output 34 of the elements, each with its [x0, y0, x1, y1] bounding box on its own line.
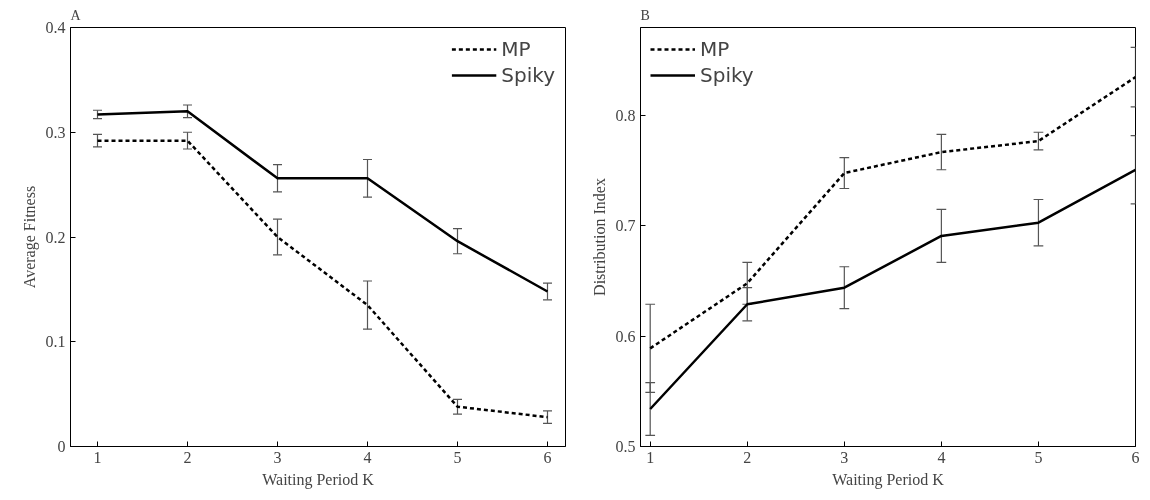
x-axis-title: Waiting Period K: [262, 470, 375, 489]
y-tick-label: 0.8: [615, 107, 636, 125]
x-tick-label: 6: [1131, 448, 1140, 466]
y-axis-title: Average Fitness: [20, 185, 39, 289]
legend-label: MP: [700, 37, 730, 61]
x-tick-label: 5: [453, 448, 462, 466]
x-tick-label: 4: [937, 448, 946, 466]
legend-label: Spiky: [700, 63, 754, 87]
y-tick-label: 0.1: [45, 333, 66, 351]
x-tick-label: 6: [543, 448, 552, 466]
y-tick-label: 0.3: [45, 123, 66, 141]
chart-title: A: [70, 7, 82, 23]
line-series: [96, 110, 549, 293]
line-series: [648, 168, 1136, 411]
y-tick-label: 0.4: [45, 19, 66, 36]
y-axis-title: Distribution Index: [590, 178, 608, 296]
x-tick-label: 3: [840, 448, 849, 466]
x-tick-label: 1: [93, 448, 102, 466]
x-tick-label: 5: [1034, 448, 1043, 466]
y-tick-label: 0: [57, 438, 66, 455]
legend-label: Spiky: [501, 63, 555, 87]
y-tick-label: 0.5: [615, 438, 636, 455]
legend-label: MP: [501, 37, 531, 61]
x-tick-label: 3: [273, 448, 282, 466]
x-tick-label: 1: [646, 448, 655, 466]
y-tick-label: 0.2: [45, 228, 66, 246]
line-series: [96, 139, 549, 419]
x-axis-title: Waiting Period K: [832, 470, 945, 489]
y-tick-label: 0.6: [615, 327, 636, 345]
x-tick-label: 2: [183, 448, 192, 466]
y-tick-label: 0.7: [615, 217, 636, 235]
x-tick-label: 2: [743, 448, 752, 466]
x-tick-label: 4: [363, 448, 372, 466]
chart-title: B: [640, 7, 650, 23]
